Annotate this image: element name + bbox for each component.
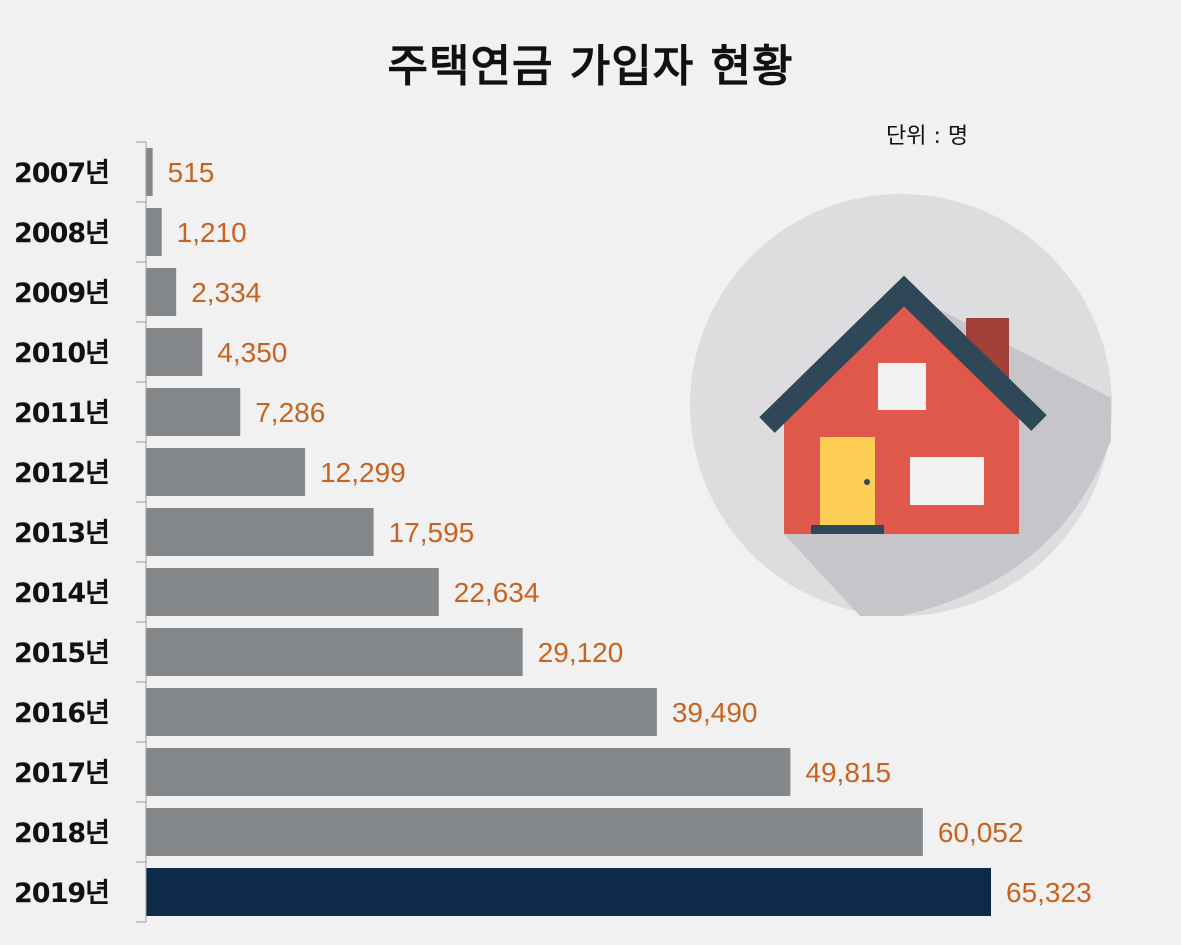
category-label: 2016년 <box>14 698 109 729</box>
category-label: 2008년 <box>14 218 109 249</box>
value-label: 49,815 <box>805 757 891 788</box>
category-label: 2013년 <box>14 518 109 549</box>
value-label: 22,634 <box>454 577 540 608</box>
category-label: 2012년 <box>14 458 109 489</box>
value-label: 65,323 <box>1006 877 1092 908</box>
bar-2010년 <box>146 328 203 376</box>
bar-2017년 <box>146 748 791 796</box>
category-label: 2007년 <box>14 158 109 189</box>
bar-2013년 <box>146 508 374 556</box>
category-label: 2009년 <box>14 278 109 309</box>
category-label: 2010년 <box>14 338 109 369</box>
category-axis: 2007년 2008년 2009년 2010년 2011년 2012년 2013년 2014년… <box>14 141 147 923</box>
unit-note: 단위 : 명 <box>886 124 969 149</box>
bar-2015년 <box>146 628 523 676</box>
chart-title: 주택연금 가입자 현황 <box>387 41 794 92</box>
value-label: 39,490 <box>672 697 758 728</box>
house-roof <box>759 275 1047 433</box>
attic-window <box>878 363 926 410</box>
category-label: 2019년 <box>14 878 109 909</box>
bar-2008년 <box>146 208 162 256</box>
house-illustration <box>690 194 1112 616</box>
house-icon <box>759 275 1047 534</box>
category-label: 2014년 <box>14 578 109 609</box>
house-window <box>910 457 984 505</box>
bar-2014년 <box>146 568 439 616</box>
bar-2011년 <box>146 388 241 436</box>
category-label: 2017년 <box>14 758 109 789</box>
value-label: 60,052 <box>938 817 1024 848</box>
category-label: 2018년 <box>14 818 109 849</box>
door-step <box>811 525 884 534</box>
door-knob <box>864 479 870 485</box>
category-label: 2015년 <box>14 638 109 669</box>
bar-2019년 <box>146 868 991 916</box>
bars-group: 515 1,210 2,334 4,350 7,286 12,299 17,595 22,63… <box>146 148 1092 916</box>
bar-2018년 <box>146 808 923 856</box>
value-label: 17,595 <box>389 517 475 548</box>
house-shadow <box>784 291 1111 616</box>
value-label: 29,120 <box>538 637 624 668</box>
bar-2012년 <box>146 448 306 496</box>
value-label: 515 <box>168 157 215 188</box>
value-label: 2,334 <box>191 277 261 308</box>
category-label: 2011년 <box>14 398 109 429</box>
bar-2007년 <box>146 148 153 196</box>
value-label: 4,350 <box>217 337 287 368</box>
bar-2009년 <box>146 268 177 316</box>
value-label: 12,299 <box>320 457 406 488</box>
value-label: 1,210 <box>177 217 247 248</box>
value-label: 7,286 <box>255 397 325 428</box>
bar-2016년 <box>146 688 657 736</box>
